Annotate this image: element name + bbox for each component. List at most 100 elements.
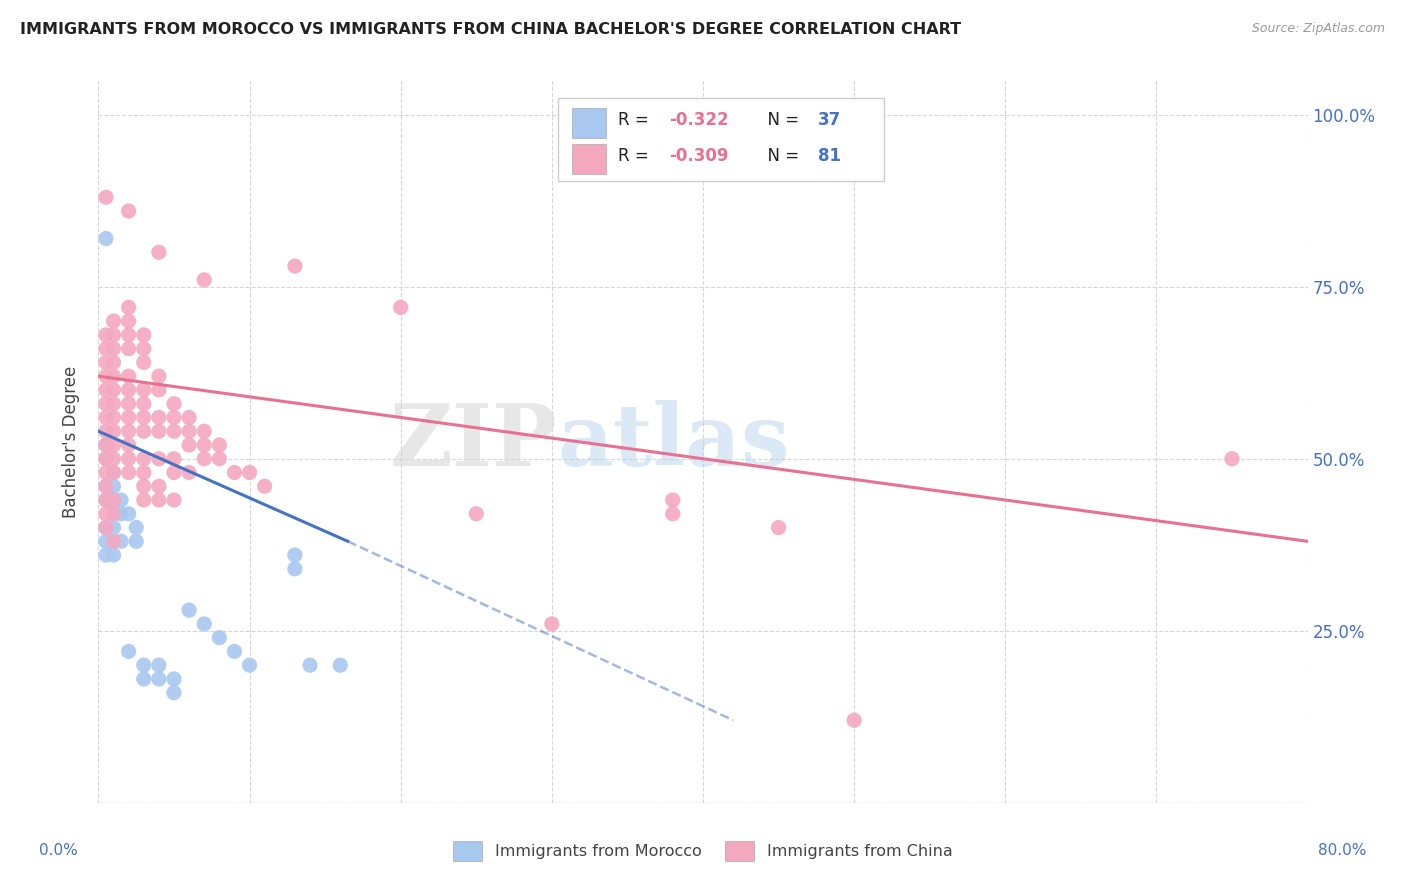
Point xyxy=(94,479,117,493)
Point xyxy=(148,451,170,466)
Point xyxy=(103,342,125,356)
Text: R =: R = xyxy=(619,112,654,129)
Point xyxy=(94,424,117,438)
Point xyxy=(132,672,155,686)
Text: 80.0%: 80.0% xyxy=(1319,843,1367,858)
Point xyxy=(239,466,262,480)
Point xyxy=(94,520,117,534)
Point xyxy=(118,383,141,397)
Point xyxy=(163,672,186,686)
Point xyxy=(132,355,155,369)
Point xyxy=(163,424,186,438)
Point xyxy=(132,397,155,411)
Point xyxy=(94,451,117,466)
Point xyxy=(768,520,790,534)
Point xyxy=(208,438,231,452)
Point xyxy=(103,548,125,562)
Point xyxy=(179,466,201,480)
Text: ZIP: ZIP xyxy=(389,400,558,483)
Point xyxy=(94,507,117,521)
Point xyxy=(208,451,231,466)
Point xyxy=(94,520,117,534)
Point xyxy=(224,466,246,480)
Point xyxy=(94,231,117,245)
Point xyxy=(118,342,141,356)
Point xyxy=(118,397,141,411)
Text: Source: ZipAtlas.com: Source: ZipAtlas.com xyxy=(1251,22,1385,36)
Point xyxy=(94,548,117,562)
Point xyxy=(94,438,117,452)
Y-axis label: Bachelor's Degree: Bachelor's Degree xyxy=(62,366,80,517)
Point xyxy=(118,507,141,521)
Point xyxy=(103,479,125,493)
Point xyxy=(1220,451,1243,466)
Point xyxy=(103,493,125,508)
Point xyxy=(94,493,117,508)
Point xyxy=(94,383,117,397)
Point xyxy=(132,383,155,397)
FancyBboxPatch shape xyxy=(558,98,884,181)
Point xyxy=(132,466,155,480)
Point xyxy=(132,410,155,425)
Point xyxy=(94,342,117,356)
Point xyxy=(132,658,155,673)
Point xyxy=(132,327,155,342)
Point xyxy=(94,397,117,411)
Text: -0.322: -0.322 xyxy=(669,112,728,129)
Text: 37: 37 xyxy=(818,112,841,129)
Point xyxy=(193,438,215,452)
Point xyxy=(163,466,186,480)
Point xyxy=(103,507,125,521)
Point xyxy=(94,410,117,425)
Point xyxy=(465,507,488,521)
Text: N =: N = xyxy=(758,112,804,129)
Point xyxy=(284,259,307,273)
Point xyxy=(148,479,170,493)
Point xyxy=(148,245,170,260)
Point xyxy=(224,644,246,658)
Point xyxy=(118,301,141,315)
Point xyxy=(132,342,155,356)
Point xyxy=(94,493,117,508)
Point xyxy=(103,314,125,328)
Point xyxy=(103,438,125,452)
Point xyxy=(103,410,125,425)
Point xyxy=(148,424,170,438)
Point xyxy=(132,451,155,466)
Point xyxy=(103,327,125,342)
Point xyxy=(329,658,352,673)
Point xyxy=(179,603,201,617)
Point xyxy=(103,493,125,508)
FancyBboxPatch shape xyxy=(572,108,606,138)
Point xyxy=(94,190,117,204)
Point xyxy=(163,397,186,411)
FancyBboxPatch shape xyxy=(572,144,606,174)
Point xyxy=(103,466,125,480)
Point xyxy=(163,451,186,466)
Point xyxy=(103,397,125,411)
Point xyxy=(103,383,125,397)
Text: -0.309: -0.309 xyxy=(669,147,728,166)
Text: 0.0%: 0.0% xyxy=(39,843,79,858)
Point xyxy=(284,562,307,576)
Point xyxy=(193,273,215,287)
Point xyxy=(193,451,215,466)
Point xyxy=(118,204,141,219)
Point xyxy=(389,301,412,315)
Point xyxy=(284,548,307,562)
Point xyxy=(103,424,125,438)
Point xyxy=(179,410,201,425)
Point xyxy=(132,493,155,508)
Point xyxy=(193,424,215,438)
Text: R =: R = xyxy=(619,147,654,166)
Point xyxy=(148,410,170,425)
Point xyxy=(118,314,141,328)
Point xyxy=(239,658,262,673)
Point xyxy=(193,616,215,631)
Point xyxy=(163,410,186,425)
Point xyxy=(103,534,125,549)
Text: N =: N = xyxy=(758,147,804,166)
Point xyxy=(110,493,132,508)
Point xyxy=(125,534,148,549)
Point xyxy=(132,424,155,438)
